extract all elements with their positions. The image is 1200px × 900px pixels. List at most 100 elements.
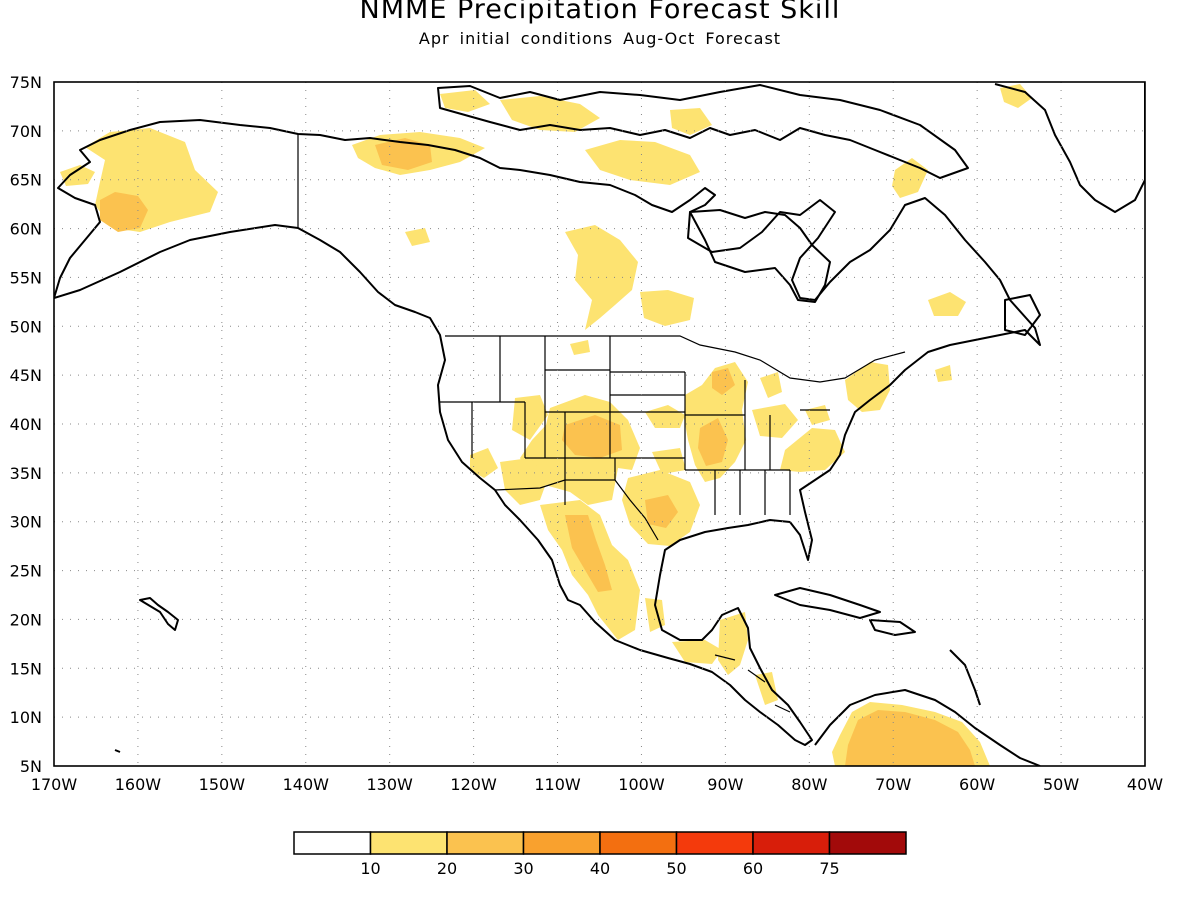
skill-area-venezuela-high <box>845 710 975 766</box>
coastline-hawaii <box>139 597 179 631</box>
political-borders-layer <box>297 134 906 713</box>
colorbar-label: 20 <box>437 859 457 878</box>
colorbar-label: 50 <box>666 859 686 878</box>
skill-area-colorado-high <box>562 415 622 458</box>
latitude-tick-label: 20N <box>10 610 42 629</box>
longitude-tick-label: 140W <box>283 775 330 794</box>
latitude-tick-label: 70N <box>10 122 42 141</box>
colorbar-label: 30 <box>513 859 533 878</box>
longitude-tick-label: 120W <box>450 775 497 794</box>
skill-area-mexico-west-high <box>565 515 612 592</box>
longitude-tick-label: 160W <box>115 775 162 794</box>
longitude-tick-label: 100W <box>618 775 665 794</box>
skill-area-nevada <box>470 448 498 478</box>
coastline-clipperton <box>114 749 121 753</box>
coastline-north-america <box>54 119 1041 746</box>
skill-area-newengland <box>845 362 890 412</box>
skill-area-kansas <box>645 405 685 428</box>
colorbar-swatch <box>828 831 907 855</box>
longitude-tick-label: 70W <box>875 775 911 794</box>
skill-area-nicaragua <box>755 672 778 705</box>
latitude-tick-label: 25N <box>10 562 42 581</box>
coastline-south-america <box>814 689 1041 766</box>
latitude-tick-labels: 75N 70N 65N 60N 55N 50N 45N 40N 35N 30N 25N 20N 15N 1… <box>10 73 42 776</box>
longitude-tick-label: 90W <box>707 775 743 794</box>
skill-area-arctic-d <box>670 108 712 135</box>
us-state-lines <box>440 336 830 515</box>
skill-area-arctic-c <box>585 140 700 185</box>
skill-area-mississippi-high <box>698 418 728 466</box>
latitude-tick-label: 55N <box>10 268 42 287</box>
colorbar-swatch <box>675 831 754 855</box>
skill-area-arctic-a <box>440 90 490 112</box>
map-title: NMME Precipitation Forecast Skill <box>359 0 841 25</box>
longitude-tick-label: 40W <box>1127 775 1163 794</box>
skill-area-alaska-high <box>100 192 148 232</box>
latitude-tick-label: 40N <box>10 415 42 434</box>
coastline-newfoundland <box>1004 294 1041 336</box>
skill-area-michigan <box>760 372 782 398</box>
coastline-lesser-antilles <box>949 649 981 706</box>
latitude-tick-label: 5N <box>20 757 42 776</box>
coastline-greenland <box>994 82 1145 213</box>
skill-area-utah <box>512 395 548 440</box>
latitude-tick-label: 45N <box>10 366 42 385</box>
colorbar-label: 75 <box>819 859 839 878</box>
skill-area-montana <box>570 340 590 355</box>
coastline-hispaniola <box>869 619 916 636</box>
latitude-tick-label: 65N <box>10 171 42 190</box>
skill-shading-layer <box>60 84 1032 766</box>
skill-area-hudson-west <box>565 225 638 330</box>
coastline-arctic-islands <box>437 84 969 179</box>
longitude-tick-label: 150W <box>199 775 246 794</box>
skill-area-guatemala <box>672 640 722 664</box>
longitude-tick-label: 60W <box>959 775 995 794</box>
longitude-tick-label: 110W <box>534 775 581 794</box>
latitude-tick-label: 75N <box>10 73 42 92</box>
colorbar-swatch <box>752 831 831 855</box>
coastline-hudson-bay <box>689 209 831 303</box>
map-frame <box>53 81 1146 767</box>
map-subtitle: Apr initial conditions Aug-Oct Forecast <box>418 29 782 48</box>
latitude-tick-label: 30N <box>10 513 42 532</box>
coastline-cuba <box>774 587 881 619</box>
longitude-tick-label: 170W <box>31 775 78 794</box>
skill-area-bc <box>405 228 430 246</box>
skill-area-texas-high <box>645 495 678 528</box>
skill-area-quebec <box>928 292 966 316</box>
colorbar-label: 40 <box>590 859 610 878</box>
colorbar-swatch <box>446 831 525 855</box>
colorbar: 10 20 30 40 50 60 75 <box>293 831 907 878</box>
longitude-tick-label: 80W <box>791 775 827 794</box>
colorbar-swatch <box>599 831 678 855</box>
skill-area-maritimes <box>935 365 952 382</box>
central-america-borders <box>714 654 791 713</box>
skill-area-oklahoma <box>652 448 686 474</box>
us-canada-border <box>445 335 906 383</box>
colorbar-swatch <box>522 831 601 855</box>
colorbar-label: 60 <box>743 859 763 878</box>
latitude-tick-label: 35N <box>10 464 42 483</box>
colorbar-label: 10 <box>360 859 380 878</box>
colorbar-swatch <box>293 831 372 855</box>
skill-area-manitoba <box>640 290 694 326</box>
latitude-tick-label: 50N <box>10 317 42 336</box>
colorbar-swatch <box>369 831 448 855</box>
skill-area-alaska-west <box>60 165 95 186</box>
latitude-tick-label: 10N <box>10 708 42 727</box>
coastline-layer <box>54 82 1145 766</box>
skill-area-virginia <box>780 428 845 472</box>
skill-area-tennessee <box>805 405 830 425</box>
longitude-tick-label: 130W <box>367 775 414 794</box>
skill-area-yucatan <box>718 612 748 675</box>
latitude-tick-label: 60N <box>10 220 42 239</box>
skill-area-arctic-b <box>500 96 600 132</box>
longitude-tick-labels: 170W 160W 150W 140W 130W 120W 110W 100W 90W 80W 70… <box>31 775 1163 794</box>
skill-area-greenland-n <box>1000 84 1032 108</box>
skill-area-arizona <box>500 458 548 505</box>
longitude-tick-label: 50W <box>1043 775 1079 794</box>
latitude-tick-label: 15N <box>10 659 42 678</box>
skill-area-ohio <box>752 404 798 438</box>
skill-area-iowa <box>712 368 735 395</box>
